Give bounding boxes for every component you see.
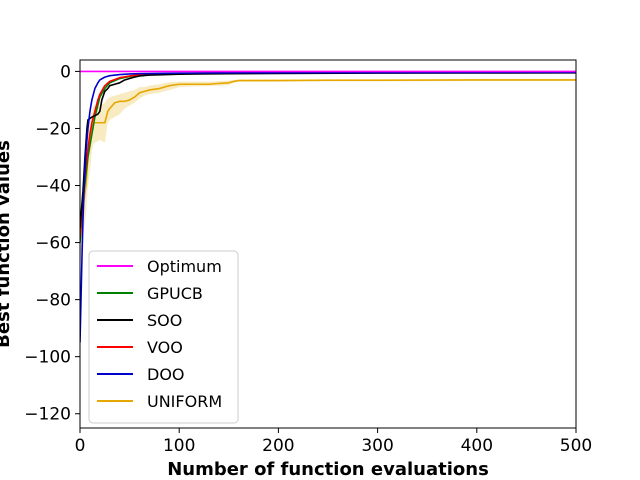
y-tick-label: −80	[35, 291, 71, 311]
legend-label: SOO	[147, 311, 182, 330]
x-tick-label: 500	[560, 436, 592, 456]
series-line-gpucb	[80, 71, 576, 243]
series-line-soo	[80, 72, 576, 229]
x-axis-title: Number of function evaluations	[167, 459, 489, 480]
y-tick-label: −40	[35, 177, 71, 197]
y-tick-label: −100	[24, 348, 71, 368]
series-line-voo	[80, 71, 576, 237]
y-tick-label: −120	[24, 405, 71, 425]
x-tick-label: 0	[75, 436, 86, 456]
x-tick-label: 100	[163, 436, 195, 456]
legend-label: Optimum	[147, 257, 222, 276]
plot-frame	[79, 59, 577, 429]
legend-label: VOO	[147, 338, 183, 357]
y-tick-label: −20	[35, 119, 71, 139]
series-line-uniform	[80, 79, 576, 243]
series-band-uniform	[80, 78, 576, 272]
legend: Optimum GPUCB SOO VOO DOO UNIFORM	[88, 250, 239, 424]
y-tick-label: −60	[35, 234, 71, 254]
y-tick-label: 0	[60, 62, 71, 82]
y-axis-title: Best function values	[0, 140, 14, 348]
x-tick-label: 200	[262, 436, 294, 456]
series-line-doo	[80, 71, 576, 343]
legend-label: DOO	[147, 365, 185, 384]
legend-label: UNIFORM	[147, 392, 222, 411]
x-tick-label: 300	[361, 436, 393, 456]
x-tick-label: 400	[461, 436, 493, 456]
legend-label: GPUCB	[147, 284, 203, 303]
